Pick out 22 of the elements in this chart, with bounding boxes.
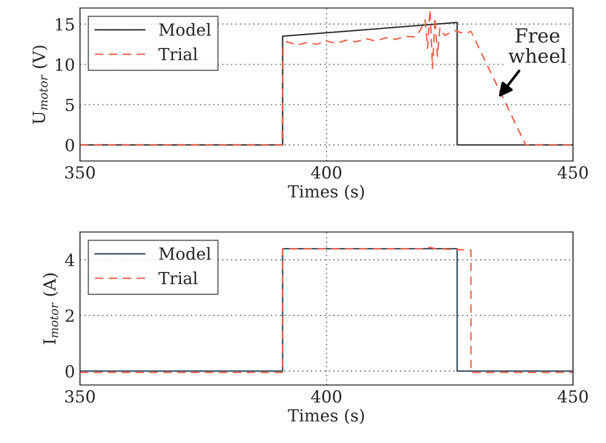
legend-label: Trial <box>158 271 198 284</box>
x-tick-label: 350 <box>65 166 95 179</box>
y-tick-label: 4 <box>65 254 74 266</box>
legend-label: Model <box>159 23 211 36</box>
x-tick-label: 450 <box>558 166 588 179</box>
x-tick-label: 400 <box>311 166 342 179</box>
y-tick-label: 10 <box>56 58 74 71</box>
x-axis-title: Times (s) <box>288 408 364 424</box>
x-axis-title: Times (s) <box>288 184 364 200</box>
x-tick-label: 400 <box>311 390 342 403</box>
x-tick-label: 450 <box>558 390 588 403</box>
y-axis-title: I$_{motor}$ (A) <box>42 273 58 344</box>
legend-label: Model <box>159 247 211 260</box>
annotation: Free wheel <box>508 28 566 64</box>
x-tick-label: 350 <box>65 390 95 403</box>
y-tick-label: 2 <box>66 309 74 322</box>
y-axis-title: U$_{motor}$ (V) <box>32 46 48 124</box>
y-tick-label: 0 <box>66 365 74 378</box>
y-tick-label: 5 <box>66 98 74 112</box>
y-tick-label: 0 <box>66 138 74 152</box>
legend-label: Trial <box>158 47 198 60</box>
y-tick-label: 15 <box>56 18 74 31</box>
